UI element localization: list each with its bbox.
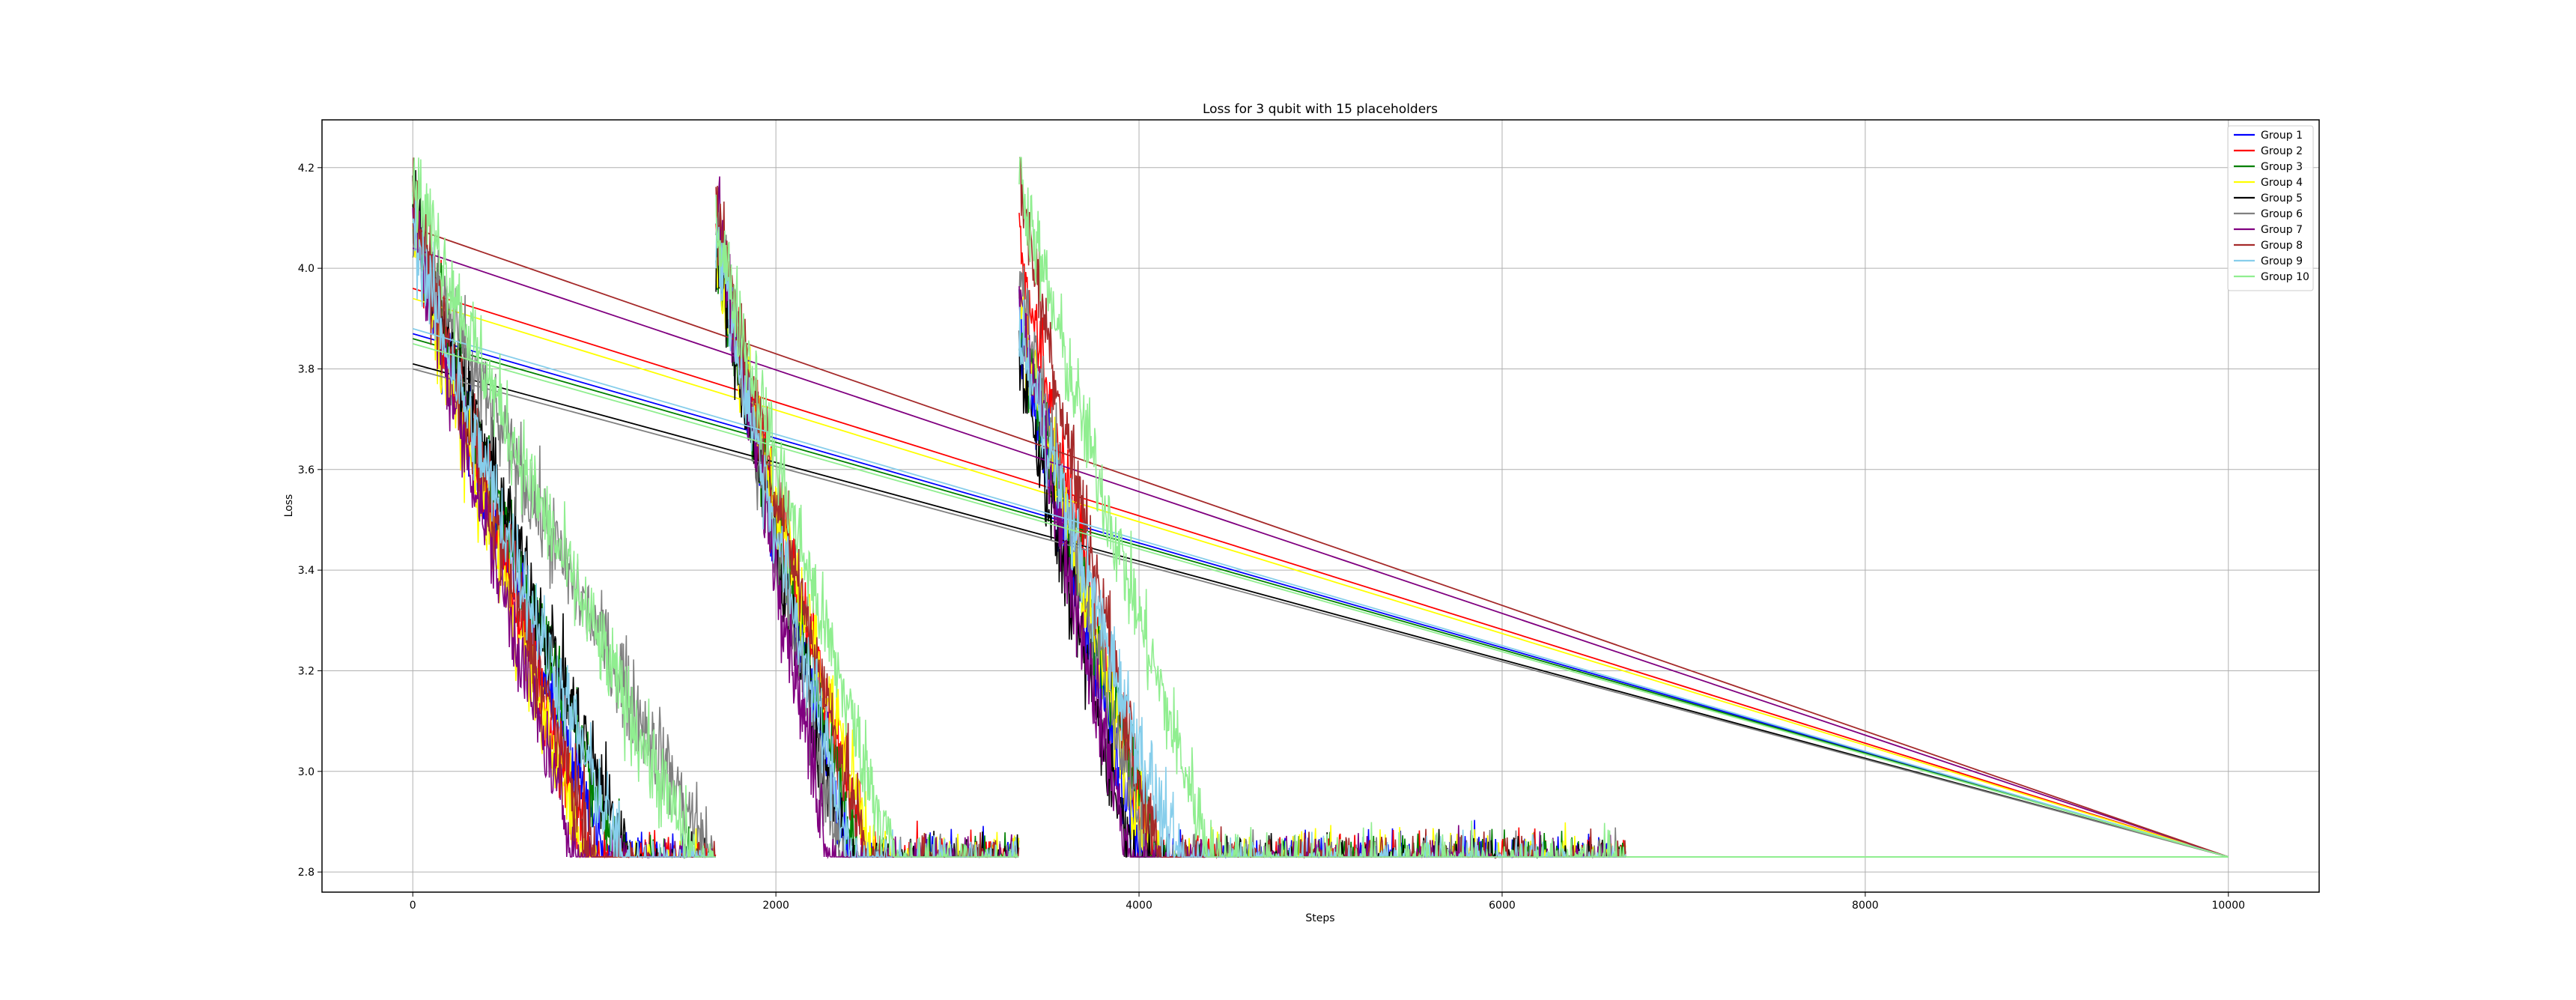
- y-tick-label: 4.2: [298, 163, 315, 175]
- series-7-jump-line: [412, 247, 2229, 858]
- series-6-jump-line: [412, 368, 2229, 858]
- series-4-jump-line: [412, 297, 2229, 858]
- series-7: [412, 176, 2229, 859]
- grid-lines: [322, 120, 2319, 892]
- y-tick-label: 3.0: [298, 766, 315, 778]
- series-8: [412, 157, 2229, 860]
- legend-label: Group 2: [2261, 145, 2303, 157]
- series-9-run-1: [412, 190, 716, 858]
- series-5: [412, 170, 2229, 859]
- x-tick-label: 2000: [762, 900, 789, 912]
- series-1: [412, 195, 2229, 859]
- legend-label: Group 4: [2261, 177, 2303, 189]
- series-2: [412, 179, 2229, 859]
- y-tick-label: 4.0: [298, 263, 315, 275]
- series-7-run-1: [412, 207, 716, 859]
- series-10-run-2: [715, 194, 1019, 858]
- y-axis-label: Loss: [283, 494, 295, 518]
- x-tick-label: 4000: [1126, 900, 1152, 912]
- plot-area: [412, 157, 2229, 860]
- series-9: [412, 190, 2229, 860]
- series-4: [412, 220, 2229, 859]
- series-2-jump-line: [412, 288, 2229, 858]
- series-10-run-1: [412, 157, 716, 859]
- legend-label: Group 6: [2261, 208, 2303, 220]
- series-10: [412, 157, 2229, 859]
- axes-frame: [321, 119, 2320, 893]
- legend-label: Group 10: [2261, 271, 2309, 283]
- series-1-jump-line: [412, 333, 2229, 858]
- x-tick-label: 6000: [1489, 900, 1516, 912]
- y-tick-label: 3.6: [298, 464, 315, 476]
- y-tick-label: 3.8: [298, 363, 315, 375]
- x-tick-label: 0: [410, 900, 416, 912]
- series-3: [412, 170, 2229, 860]
- legend-label: Group 9: [2261, 255, 2303, 267]
- y-tick-label: 3.2: [298, 665, 315, 677]
- x-tick-label: 8000: [1852, 900, 1879, 912]
- chart-title: Loss for 3 qubit with 15 placeholders: [1203, 102, 1438, 117]
- series-10-run-3: [1018, 157, 1626, 859]
- legend-label: Group 1: [2261, 130, 2303, 142]
- series-3-jump-line: [412, 338, 2229, 858]
- legend-label: Group 3: [2261, 161, 2303, 173]
- y-tick-label: 3.4: [298, 565, 315, 577]
- legend-label: Group 7: [2261, 224, 2303, 236]
- series-8-jump-line: [412, 227, 2229, 858]
- series-10-jump-line: [412, 343, 2229, 858]
- legend-label: Group 5: [2261, 193, 2303, 204]
- x-tick-label: 10000: [2211, 900, 2245, 912]
- series-5-jump-line: [412, 363, 2229, 858]
- legend-label: Group 8: [2261, 240, 2303, 252]
- series-9-jump-line: [412, 327, 2229, 858]
- series-6: [412, 187, 2229, 859]
- y-tick-label: 2.8: [298, 867, 315, 879]
- legend: Group 1 Group 2 Group 3 Group 4 Group 5 Group…: [2227, 125, 2314, 291]
- x-axis-label: Steps: [1305, 912, 1334, 924]
- axis-ticks: 0 2000 4000 6000 8000 10000 2.8 3.0 3.2 3.4 3.6 3.8…: [298, 163, 2245, 912]
